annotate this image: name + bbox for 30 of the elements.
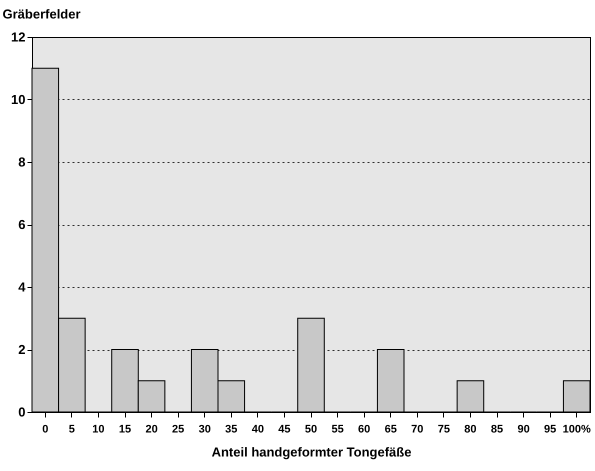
- x-tick-label: 10: [92, 424, 105, 436]
- x-tick-label: 0: [42, 424, 48, 436]
- y-tick-label: 12: [11, 30, 26, 44]
- y-tick-label: 6: [18, 217, 26, 232]
- y-tick-label: 0: [18, 404, 26, 420]
- x-tick-label: 55: [331, 424, 344, 436]
- x-tick-label: 25: [172, 424, 184, 436]
- y-tick-label: 4: [18, 280, 26, 294]
- x-tick-label: 45: [278, 424, 291, 436]
- x-tick-label: 40: [252, 424, 264, 436]
- x-tick-label: 15: [118, 424, 132, 436]
- x-tick-label: 100%: [562, 424, 591, 436]
- x-tick-label: 65: [384, 424, 397, 436]
- y-tick-label: 2: [18, 342, 26, 357]
- x-tick-label: 95: [544, 424, 556, 436]
- x-axis-title: Anteil handgeformter Tongefäße: [212, 444, 412, 460]
- x-tick-label: 5: [68, 424, 75, 436]
- y-axis-title: Gräberfelder: [2, 6, 81, 22]
- x-tick-label: 90: [517, 424, 530, 436]
- x-tick-label: 70: [411, 424, 424, 436]
- x-tick-label: 60: [358, 424, 370, 436]
- y-tick-label: 10: [11, 92, 26, 107]
- x-tick-label: 50: [304, 424, 318, 436]
- x-tick-label: 80: [464, 424, 477, 436]
- x-tick-label: 30: [198, 424, 211, 436]
- x-tick-label: 85: [490, 424, 504, 436]
- x-tick-label: 35: [225, 424, 238, 436]
- x-tick-label: 20: [145, 424, 158, 436]
- y-tick-label: 8: [18, 154, 26, 170]
- x-tick-label: 75: [438, 424, 450, 436]
